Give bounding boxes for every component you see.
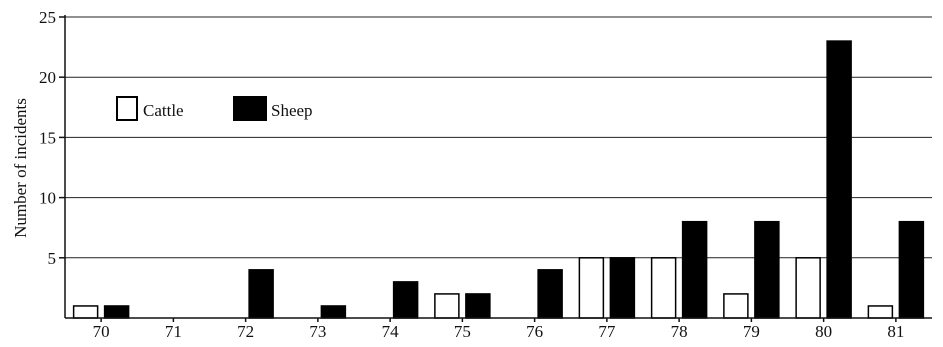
y-tick-label: 15 xyxy=(39,128,56,147)
bar-cattle-70 xyxy=(72,305,99,319)
y-tick-label: 5 xyxy=(48,249,57,268)
legend: Cattle Sheep xyxy=(116,96,313,121)
y-tick-label: 20 xyxy=(39,68,56,87)
axes xyxy=(59,15,932,322)
bar-cattle-77 xyxy=(578,257,605,319)
bar-cattle-81 xyxy=(867,305,894,319)
bar-cattle-78 xyxy=(650,257,677,319)
bar-sheep-73 xyxy=(320,305,347,319)
y-axis-label: Number of incidents xyxy=(11,98,30,238)
bar-sheep-77 xyxy=(609,257,636,319)
bar-cattle-80 xyxy=(795,257,821,319)
y-tick-label: 25 xyxy=(39,8,56,27)
x-tick-label: 78 xyxy=(671,322,688,341)
x-tick-label: 80 xyxy=(815,322,832,341)
x-tick-label: 70 xyxy=(93,322,110,341)
bar-sheep-76 xyxy=(537,269,563,319)
legend-label-sheep: Sheep xyxy=(271,101,313,120)
bar-cattle-79 xyxy=(723,293,749,319)
bar-sheep-80 xyxy=(826,40,852,319)
bar-sheep-81 xyxy=(898,220,925,319)
bar-sheep-70 xyxy=(103,305,130,319)
bar-sheep-74 xyxy=(392,281,419,319)
bar-cattle-75 xyxy=(434,293,460,319)
bar-sheep-75 xyxy=(465,293,491,319)
bar-sheep-72 xyxy=(248,269,274,319)
bars xyxy=(72,40,925,319)
legend-swatch-sheep xyxy=(233,96,267,121)
x-tick-label: 81 xyxy=(887,322,904,341)
x-tick-label: 75 xyxy=(454,322,471,341)
x-tick-label: 79 xyxy=(743,322,760,341)
y-tick-label: 10 xyxy=(39,189,56,208)
x-tick-label: 74 xyxy=(382,322,400,341)
bar-sheep-78 xyxy=(681,220,708,319)
tick-labels: 5 10 15 20 25 70 71 72 73 74 75 76 77 78 79 80 81 xyxy=(39,8,904,341)
x-tick-label: 73 xyxy=(309,322,326,341)
gridlines xyxy=(65,16,932,259)
bar-sheep-79 xyxy=(754,220,780,319)
x-tick-label: 76 xyxy=(526,322,543,341)
x-tick-label: 71 xyxy=(165,322,182,341)
legend-swatch-cattle xyxy=(116,96,138,121)
x-tick-label: 77 xyxy=(598,322,616,341)
x-tick-label: 72 xyxy=(237,322,254,341)
legend-label-cattle: Cattle xyxy=(143,101,184,120)
